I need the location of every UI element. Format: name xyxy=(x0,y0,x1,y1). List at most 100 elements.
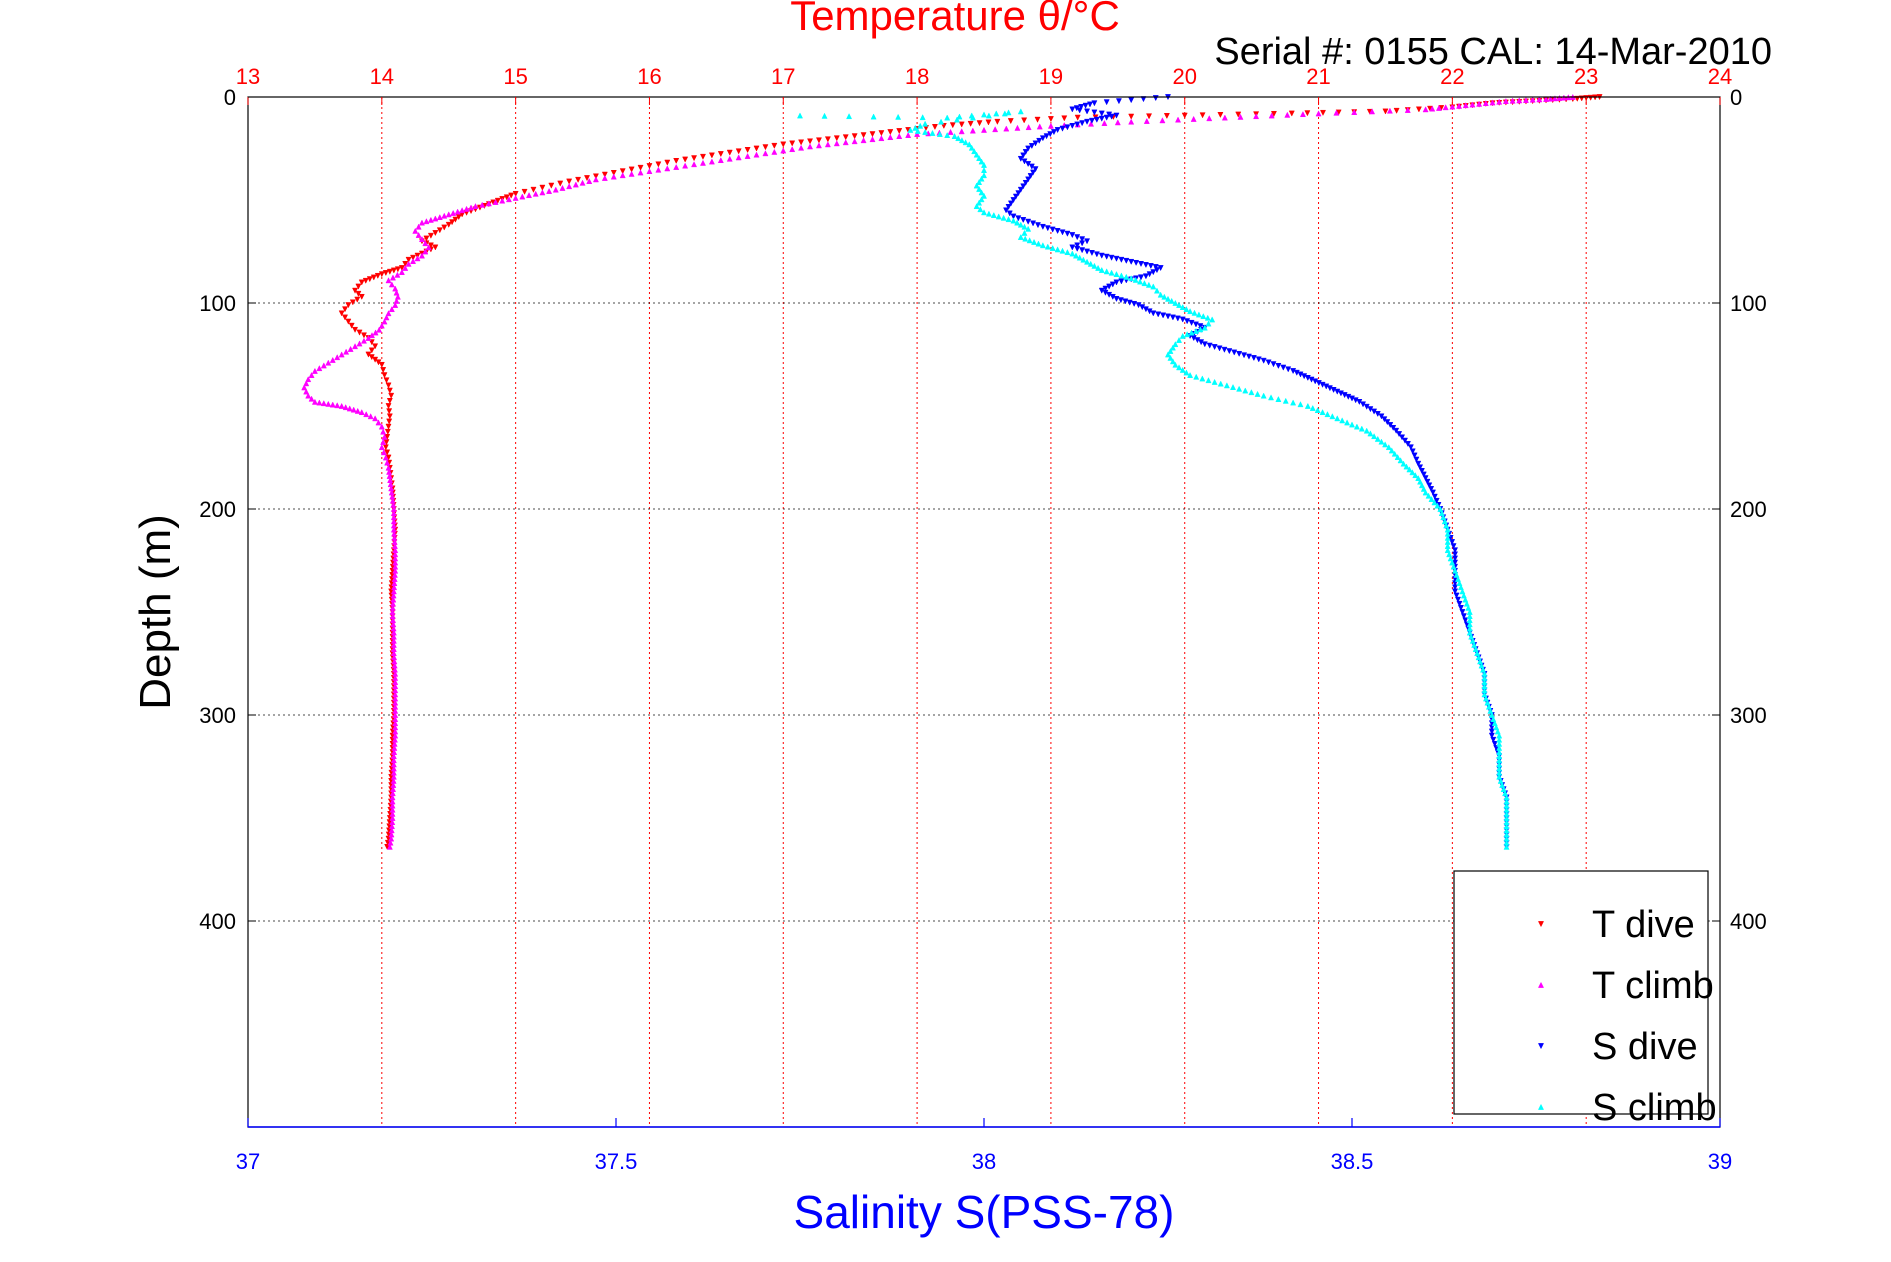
data-point xyxy=(1255,356,1262,363)
data-point xyxy=(1031,238,1038,245)
data-point xyxy=(303,380,310,387)
data-point xyxy=(744,147,751,154)
data-point xyxy=(735,154,742,161)
depth-tick-label-left: 100 xyxy=(199,291,236,316)
data-point xyxy=(753,151,760,158)
data-point xyxy=(1163,113,1170,120)
data-point xyxy=(990,211,997,218)
data-point xyxy=(976,185,983,192)
data-point xyxy=(349,299,356,306)
data-point xyxy=(325,400,332,407)
data-point xyxy=(1452,555,1459,562)
data-point xyxy=(1022,235,1029,242)
data-point xyxy=(378,444,385,451)
data-point xyxy=(1280,364,1287,371)
data-point xyxy=(1103,99,1110,106)
data-point xyxy=(380,449,387,456)
data-point xyxy=(1488,711,1495,718)
data-point xyxy=(454,208,461,215)
data-point xyxy=(382,454,389,461)
data-point xyxy=(1428,495,1435,502)
data-point xyxy=(896,132,903,139)
data-point xyxy=(1253,113,1260,120)
data-point xyxy=(1390,424,1397,431)
legend-items: T dive T climb S dive S climb xyxy=(1537,904,1717,1129)
data-point xyxy=(432,230,439,237)
data-point xyxy=(1044,225,1051,232)
data-point xyxy=(691,155,698,162)
data-point xyxy=(432,244,439,251)
data-point xyxy=(1161,293,1168,300)
data-point xyxy=(1250,355,1257,362)
data-point xyxy=(584,175,591,182)
data-point xyxy=(384,449,391,456)
depth-tick-label-right: 400 xyxy=(1730,909,1767,934)
data-point xyxy=(978,158,985,165)
data-point xyxy=(1516,97,1523,104)
data-point xyxy=(579,179,586,186)
data-point xyxy=(1025,176,1032,183)
data-point xyxy=(1005,216,1012,223)
data-point xyxy=(962,139,969,146)
data-point xyxy=(305,392,312,399)
data-point xyxy=(1484,699,1491,706)
data-point xyxy=(1462,617,1469,624)
data-point xyxy=(1478,662,1485,669)
data-point xyxy=(1211,378,1218,385)
data-point xyxy=(1452,547,1459,554)
data-point xyxy=(1131,300,1138,307)
data-point xyxy=(977,206,984,213)
data-point xyxy=(691,161,698,168)
data-point xyxy=(895,113,902,120)
data-point xyxy=(1441,518,1448,525)
data-point xyxy=(1369,108,1376,115)
data-point xyxy=(1179,303,1186,310)
data-point xyxy=(753,145,760,152)
data-point xyxy=(1397,457,1404,464)
data-point xyxy=(1494,728,1501,735)
data-point xyxy=(851,138,858,145)
data-point xyxy=(610,170,617,177)
data-point xyxy=(1415,474,1422,481)
data-point xyxy=(1187,308,1194,315)
data-point xyxy=(566,183,573,190)
data-point xyxy=(1153,287,1160,294)
data-point xyxy=(717,151,724,158)
data-point xyxy=(378,423,385,430)
data-point xyxy=(1205,320,1212,327)
data-point xyxy=(1211,344,1218,351)
data-point xyxy=(350,406,357,413)
data-point xyxy=(1488,732,1495,739)
data-point xyxy=(1167,347,1174,354)
data-point xyxy=(1452,588,1459,595)
data-point xyxy=(976,120,983,127)
temperature-tick-label: 23 xyxy=(1574,64,1598,89)
data-point xyxy=(389,274,396,281)
data-point xyxy=(1072,252,1080,259)
data-point xyxy=(637,169,644,176)
data-point xyxy=(519,193,526,200)
grid xyxy=(248,97,1720,1127)
salinity-tick-label: 38.5 xyxy=(1331,1149,1374,1174)
data-point xyxy=(619,172,626,179)
data-point xyxy=(1226,348,1233,355)
data-point xyxy=(320,400,327,407)
data-point xyxy=(381,318,388,325)
salinity-tick-label: 37.5 xyxy=(595,1149,638,1174)
data-point xyxy=(512,194,519,201)
data-point xyxy=(423,218,430,225)
data-point xyxy=(1190,115,1197,122)
data-point xyxy=(356,340,363,347)
data-point xyxy=(842,134,849,141)
data-point xyxy=(384,428,391,435)
data-point xyxy=(1179,332,1186,339)
data-point xyxy=(381,372,388,379)
data-point xyxy=(1113,296,1120,303)
data-point xyxy=(1088,117,1095,124)
data-point xyxy=(363,411,370,418)
data-point xyxy=(1454,596,1461,603)
data-point xyxy=(1438,509,1445,516)
data-point xyxy=(601,174,608,181)
data-point xyxy=(1454,575,1461,582)
